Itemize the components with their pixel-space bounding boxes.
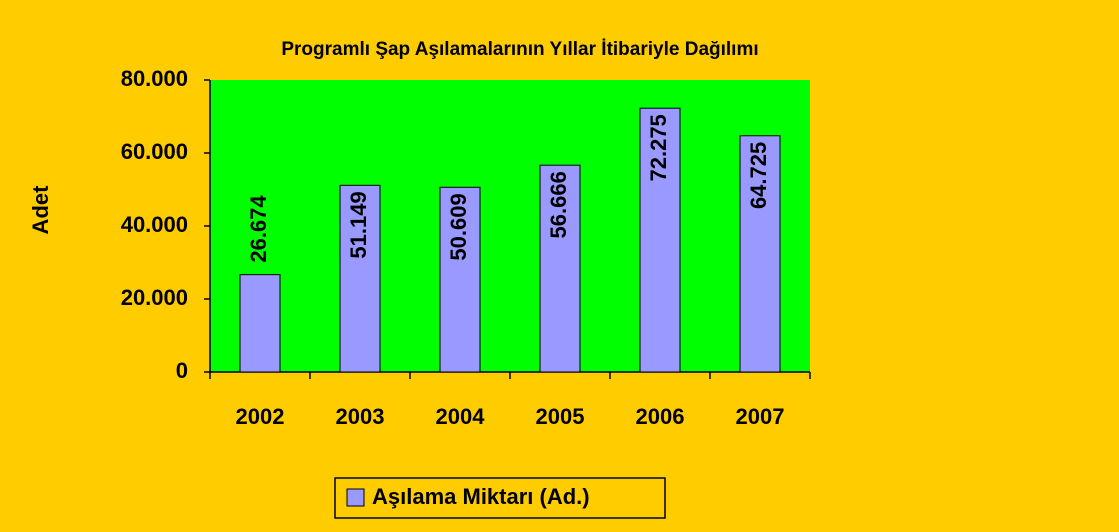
y-tick-label: 20.000	[121, 285, 188, 310]
y-tick-label: 80.000	[121, 66, 188, 91]
legend-marker	[346, 488, 365, 507]
bar	[339, 184, 381, 373]
x-tick-label: 2007	[736, 404, 785, 429]
y-tick-label: 40.000	[121, 212, 188, 237]
y-axis-label: Adet	[28, 185, 53, 235]
bar	[539, 164, 581, 373]
x-tick-label: 2003	[336, 404, 385, 429]
data-label: 50.609	[446, 193, 471, 260]
data-label: 72.275	[646, 114, 671, 181]
bar	[739, 135, 781, 373]
x-tick-label: 2005	[536, 404, 585, 429]
x-tick-label: 2004	[436, 404, 486, 429]
y-tick-label: 0	[176, 358, 188, 383]
plot-area	[210, 80, 810, 372]
bar	[439, 186, 481, 373]
x-tick-label: 2006	[636, 404, 685, 429]
data-label: 64.725	[746, 142, 771, 209]
x-tick-label: 2002	[236, 404, 285, 429]
bar	[239, 274, 281, 373]
legend-label: Aşılama Miktarı (Ad.)	[372, 484, 590, 509]
chart-title: Programlı Şap Aşılamalarının Yıllar İtib…	[281, 39, 758, 60]
data-label: 51.149	[346, 191, 371, 258]
legend-box	[334, 477, 666, 519]
y-tick-label: 60.000	[121, 139, 188, 164]
data-label: 26.674	[246, 195, 271, 263]
data-label: 56.666	[546, 171, 571, 238]
bar	[639, 107, 681, 373]
